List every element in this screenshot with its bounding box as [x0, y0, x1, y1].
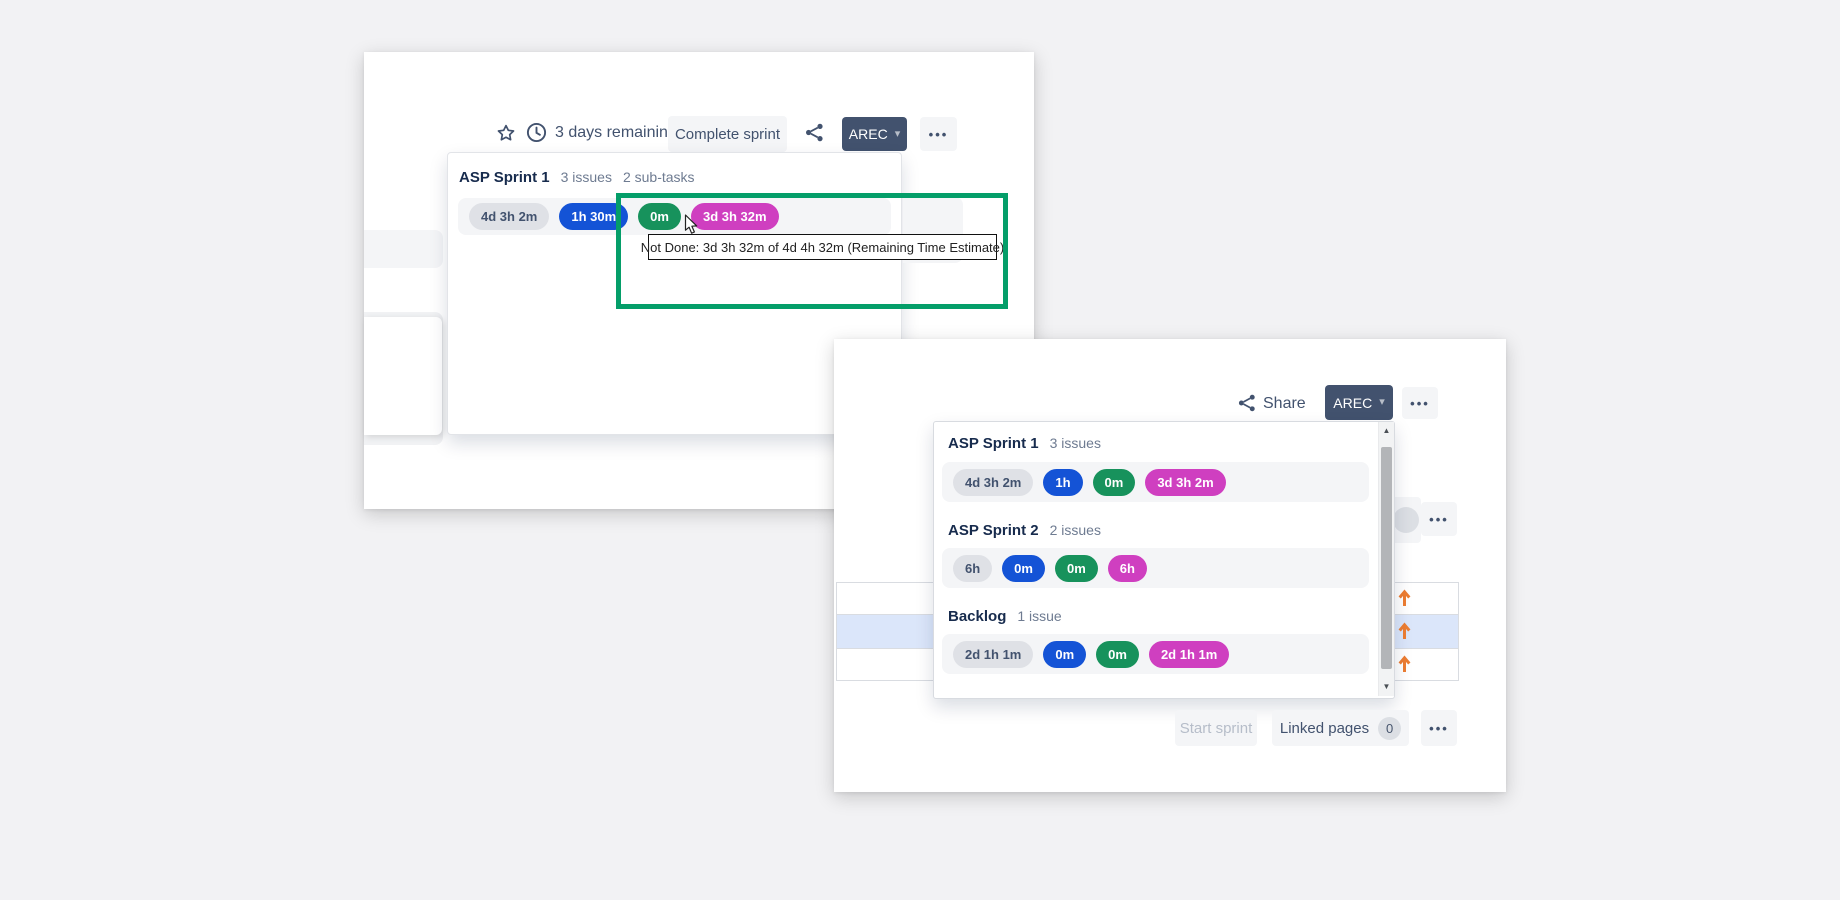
window1-card: 3 days remaining Complete sprint AREC ▾ …: [364, 52, 1034, 509]
priority-up-icon: [1398, 622, 1411, 639]
more-actions-button[interactable]: •••: [1402, 387, 1438, 419]
priority-up-icon: [1398, 655, 1411, 672]
more-icon: •••: [928, 126, 949, 142]
time-badge-done[interactable]: 0m: [1054, 554, 1098, 582]
avatar-button-fragment: [1391, 497, 1421, 543]
popup-scrollbar[interactable]: ▲ ▼: [1378, 422, 1394, 696]
more-actions-button[interactable]: •••: [920, 117, 957, 151]
issues-count: 1 issue: [1017, 608, 1062, 624]
time-badge-notdone[interactable]: 2d 1h 1m: [1148, 640, 1230, 668]
time-badge-strip: 2d 1h 1m 0m 0m 2d 1h 1m: [942, 634, 1369, 674]
project-dropdown-button[interactable]: AREC ▾: [842, 117, 907, 151]
backlog-section-heading: Backlog 1 issue: [948, 608, 1062, 625]
time-badge-logged[interactable]: 0m: [1043, 640, 1087, 668]
scroll-down-icon[interactable]: ▼: [1382, 682, 1391, 691]
time-badge-total[interactable]: 4d 3h 2m: [953, 468, 1034, 496]
avatar: [1393, 507, 1419, 533]
table-row[interactable]: [1393, 649, 1458, 681]
time-badge-logged[interactable]: 0m: [1002, 554, 1045, 582]
complete-sprint-button[interactable]: Complete sprint: [668, 116, 787, 152]
issues-count: 3 issues: [560, 169, 612, 185]
time-badge-done[interactable]: 0m: [1096, 640, 1139, 668]
share-label[interactable]: Share: [1263, 395, 1306, 412]
chevron-down-icon: ▾: [894, 127, 901, 140]
backlog-table-right-fragment: [1393, 582, 1459, 681]
days-remaining-label: 3 days remaining: [555, 124, 677, 141]
time-badge-notdone[interactable]: 3d 3h 32m: [690, 203, 779, 230]
tooltip: Not Done: 3d 3h 32m of 4d 4h 32m (Remain…: [641, 234, 1004, 260]
time-badge-notdone[interactable]: 6h: [1107, 554, 1147, 582]
board-row-fragment: [364, 230, 443, 268]
share-icon[interactable]: [1237, 393, 1257, 413]
more-actions-button-hidden[interactable]: •••: [1421, 502, 1457, 536]
time-badge-total[interactable]: 2d 1h 1m: [953, 640, 1034, 668]
priority-up-icon: [1398, 589, 1411, 606]
table-row[interactable]: [837, 583, 933, 615]
time-badge-done[interactable]: 0m: [638, 203, 681, 230]
share-icon[interactable]: [804, 122, 825, 143]
board-card-fragment: [364, 317, 442, 435]
backlog-table-left-fragment: [836, 582, 933, 681]
issues-count: 2 issues: [1049, 522, 1101, 538]
table-row-selected[interactable]: [1393, 615, 1458, 649]
sprint-title: ASP Sprint 1: [459, 169, 550, 186]
time-badge-notdone[interactable]: 3d 3h 2m: [1145, 468, 1226, 496]
start-sprint-button[interactable]: Start sprint: [1175, 710, 1257, 746]
more-icon: •••: [1429, 511, 1449, 527]
time-badge-strip: 4d 3h 2m 1h 30m 0m 3d 3h 32m: [458, 198, 891, 235]
window2-card: Share AREC ▾ ••• •••: [834, 339, 1506, 792]
more-actions-button[interactable]: •••: [1421, 710, 1457, 746]
sprint-title: ASP Sprint 2: [948, 522, 1039, 539]
sprint-summary-popup: ASP Sprint 1 3 issues 2 sub-tasks 4d 3h …: [447, 152, 902, 435]
project-dropdown-button[interactable]: AREC ▾: [1325, 385, 1393, 420]
annotation-highlight-box: [616, 193, 1008, 309]
more-icon: •••: [1429, 720, 1449, 736]
sprint-section-heading: ASP Sprint 1 3 issues: [948, 435, 1101, 452]
time-badge-total[interactable]: 4d 3h 2m: [469, 203, 550, 230]
linked-pages-button[interactable]: Linked pages 0: [1272, 710, 1409, 746]
sprint-section-heading: ASP Sprint 2 2 issues: [948, 522, 1101, 539]
time-badge-done[interactable]: 0m: [1092, 468, 1136, 496]
issues-count: 3 issues: [1049, 435, 1101, 451]
table-row[interactable]: [837, 649, 933, 681]
favorite-star-icon[interactable]: [496, 123, 516, 143]
more-icon: •••: [1410, 395, 1430, 411]
sprints-dropdown-popup: ASP Sprint 1 3 issues 4d 3h 2m 1h 0m 3d …: [933, 421, 1395, 699]
time-badge-total[interactable]: 6h: [953, 554, 993, 582]
scrollbar-thumb[interactable]: [1381, 447, 1392, 669]
linked-pages-count-badge: 0: [1378, 716, 1402, 740]
backlog-title: Backlog: [948, 608, 1007, 625]
mouse-cursor-icon: [684, 214, 702, 236]
time-badge-strip: 6h 0m 0m 6h: [942, 548, 1369, 588]
sprint-heading: ASP Sprint 1 3 issues 2 sub-tasks: [459, 169, 695, 186]
time-badge-logged[interactable]: 1h: [1043, 468, 1083, 496]
table-row-selected[interactable]: [837, 615, 933, 649]
subtasks-count: 2 sub-tasks: [622, 169, 695, 185]
table-row[interactable]: [1393, 583, 1458, 615]
time-remaining-clock-icon: [526, 122, 547, 143]
scroll-up-icon[interactable]: ▲: [1382, 426, 1391, 435]
sprint-title: ASP Sprint 1: [948, 435, 1039, 452]
chevron-down-icon: ▾: [1379, 396, 1385, 408]
time-badge-strip: 4d 3h 2m 1h 0m 3d 3h 2m: [942, 462, 1369, 502]
